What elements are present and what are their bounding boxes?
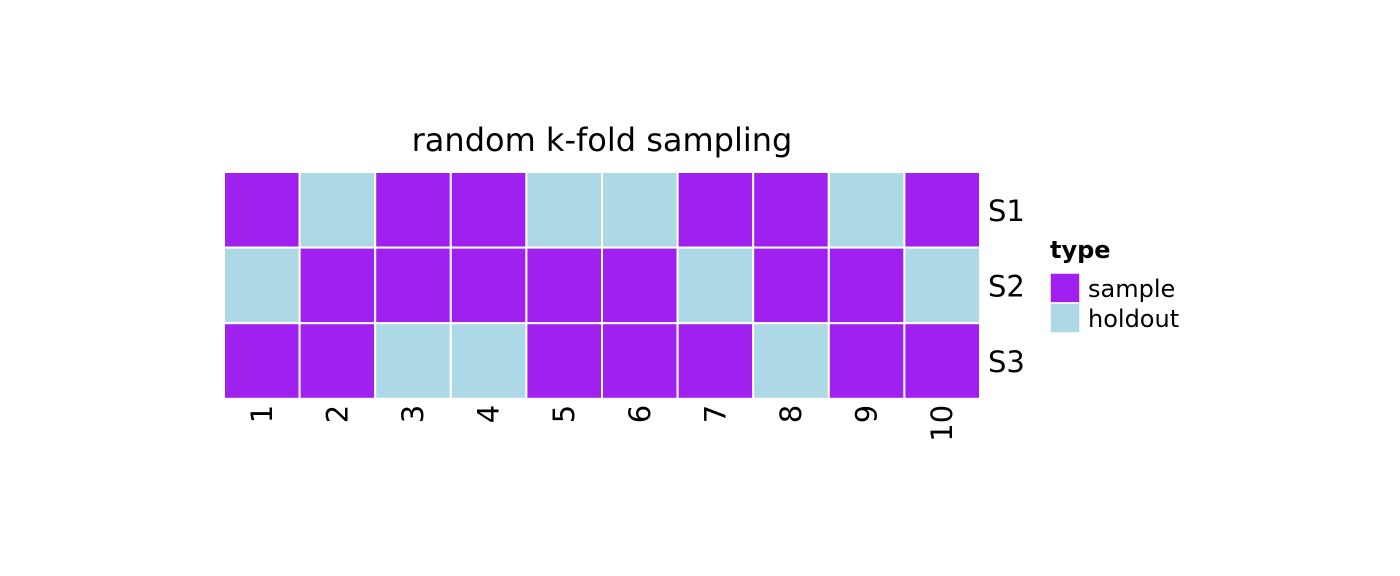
legend-swatch-sample [1049,272,1081,304]
column-label-3: 3 [396,405,430,423]
heatmap-cell-S3-3 [374,322,452,400]
heatmap-cell-S2-1 [223,246,301,325]
heatmap-cell-S1-5 [525,171,604,249]
heatmap-cell-S1-9 [827,171,906,249]
heatmap-cell-S2-7 [676,246,755,325]
row-label-S2: S2 [988,269,1025,303]
heatmap-cell-S1-4 [449,171,528,249]
heatmap-cell-S3-4 [449,322,528,400]
column-label-4: 4 [472,405,506,423]
heatmap-cell-S1-3 [374,171,452,249]
heatmap-cell-S1-2 [298,171,377,249]
heatmap-cell-S1-6 [601,171,679,249]
legend-label-holdout: holdout [1088,305,1179,333]
chart-title: random k-fold sampling [412,121,793,159]
heatmap-cell-S3-6 [601,322,679,400]
heatmap-cell-S1-7 [676,171,755,249]
row-label-S3: S3 [988,345,1025,379]
column-label-2: 2 [320,405,354,423]
heatmap-cell-S3-5 [525,322,604,400]
heatmap-cell-S3-8 [752,322,830,400]
heatmap-cell-S2-5 [525,246,604,325]
heatmap-cell-S3-7 [676,322,755,400]
legend-title: type [1050,236,1111,264]
heatmap-cell-S3-10 [903,322,982,400]
row-labels: S1 S2 S3 [988,194,1025,379]
column-label-7: 7 [698,405,732,423]
column-label-9: 9 [850,405,884,423]
row-label-S1: S1 [988,194,1025,228]
heatmap-cell-S3-2 [298,322,377,400]
heatmap-cell-S2-3 [374,246,452,325]
heatmap-cell-S1-10 [903,171,982,249]
heatmap-cell-S2-9 [827,246,906,325]
heatmap-cell-S2-10 [903,246,982,325]
column-label-6: 6 [623,405,657,423]
heatmap-cell-S2-6 [601,246,679,325]
heatmap-cell-S3-9 [827,322,906,400]
column-label-5: 5 [547,405,581,423]
heatmap-cell-S3-1 [223,322,301,400]
column-label-10: 10 [925,405,959,442]
heatmap-cell-S2-2 [298,246,377,325]
heatmap-cells [223,171,982,400]
column-label-1: 1 [245,405,279,423]
heatmap-cell-S2-4 [449,246,528,325]
column-labels: 1 2 3 4 5 6 7 8 9 10 [245,405,959,442]
legend-swatch-holdout [1049,302,1081,334]
heatmap-cell-S1-8 [752,171,830,249]
heatmap-cell-S1-1 [223,171,301,249]
legend-label-sample: sample [1088,275,1175,303]
column-label-8: 8 [774,405,808,423]
heatmap-cell-S2-8 [752,246,830,325]
